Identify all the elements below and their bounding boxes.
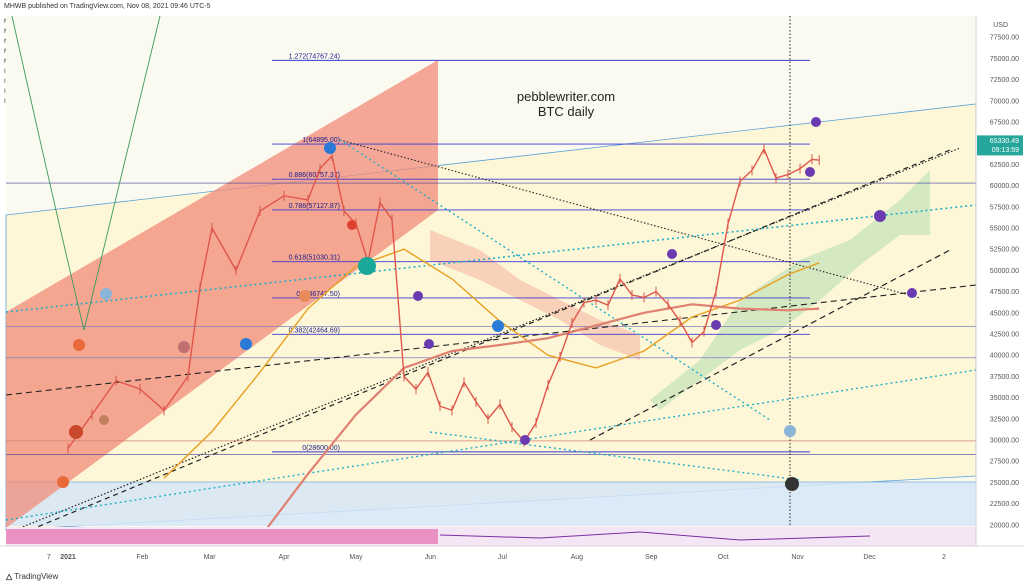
chart-title-watermark: pebblewriter.com [517,89,615,104]
price-axis-tick: 57500.00 [990,204,1019,211]
marker-dot [358,257,376,275]
trend-line [5,284,977,396]
fib-level-label: 0.382(42464.69) [289,327,340,334]
trend-line [429,431,801,481]
chart-subtitle-watermark: BTC daily [538,104,595,119]
marker-dot [907,288,917,298]
time-axis-tick: Feb [136,554,148,561]
time-axis-tick: Oct [718,554,729,561]
price-axis-tick: 67500.00 [990,120,1019,127]
price-axis-tick: 55000.00 [990,226,1019,233]
price-axis-tick: 50000.00 [990,268,1019,275]
fib-level-label: 0(28600.00) [302,445,340,452]
marker-dot [299,290,311,302]
marker-dot [520,435,530,445]
price-axis-tick: 70000.00 [990,98,1019,105]
time-axis-tick: Mar [204,554,217,561]
fib-level-label: 0.886(60757.37) [289,172,340,179]
tradingview-footer[interactable]: △ TradingView [6,572,58,581]
marker-dot [69,425,83,439]
fib-level-label: 0.618(51030.31) [289,255,340,262]
tradingview-logo-icon: △ [6,572,13,581]
price-axis-tick: 75000.00 [990,56,1019,63]
tradingview-brand: TradingView [14,572,59,581]
time-axis-tick: Jul [498,554,507,561]
marker-dot [413,291,423,301]
last-price-value: 65330.49 [990,138,1019,145]
price-axis-tick: 42500.00 [990,332,1019,339]
fib-level-label: 1.272(74767.24) [289,53,340,60]
price-axis-tick: 40000.00 [990,353,1019,360]
price-axis-tick: 30000.00 [990,438,1019,445]
last-price-tag [977,135,1023,156]
last-price-countdown: 09:13:59 [992,147,1019,154]
marker-dot [492,320,504,332]
marker-dot [100,288,112,300]
marker-dot [57,476,69,488]
marker-dot [667,249,677,259]
trend-line [5,369,977,521]
fib-level-label: 1(64895.00) [302,137,340,144]
price-axis-background [976,16,1024,546]
marker-dot [240,338,252,350]
marker-dot [178,341,190,353]
price-axis-tick: 72500.00 [990,77,1019,84]
time-axis-tick: Apr [279,554,291,561]
price-axis-tick: 25000.00 [990,480,1019,487]
price-axis-tick: 20000.00 [990,522,1019,529]
ma-line [259,303,820,539]
price-axis-tick: 60000.00 [990,183,1019,190]
oscillator-fill [6,529,438,544]
lower-blue-zone [6,482,976,526]
time-axis-tick: Jun [425,554,436,561]
price-axis-tick: 77500.00 [990,35,1019,42]
price-axis-tick: 52500.00 [990,247,1019,254]
marker-dot [805,167,815,177]
time-axis-tick: 7 [47,554,51,561]
trend-line [29,149,951,531]
marker-dot [874,210,886,222]
price-axis-currency: USD [993,22,1008,29]
price-axis-tick: 47500.00 [990,289,1019,296]
price-axis-tick: 27500.00 [990,459,1019,466]
trend-line [339,139,921,299]
price-axis-tick: 22500.00 [990,501,1019,508]
rising-channel-red [6,60,438,528]
marker-dot [324,142,336,154]
trend-line [589,249,951,441]
marker-dot [711,320,721,330]
time-axis-tick: Dec [863,554,876,561]
time-axis-tick: 2 [942,554,946,561]
btc-chart[interactable]: 1.272(74767.24) 1(64895.00) 0.886(60757.37… [0,0,1024,570]
trend-line [9,147,961,533]
publish-header: MHWB published on TradingView.com, Nov 0… [4,3,211,10]
oscillator-line [439,531,871,541]
time-axis-tick: May [349,554,363,561]
trend-line [339,139,771,421]
time-axis-tick: Aug [571,554,584,561]
time-axis-tick: Nov [791,554,804,561]
marker-dot [73,339,85,351]
price-axis-tick: 62500.00 [990,162,1019,169]
fib-level-label: 0.5(46747.50) [296,291,340,298]
time-axis-tick: Sep [645,554,658,561]
time-axis-tick: 2021 [60,554,76,561]
price-axis-tick: 35000.00 [990,395,1019,402]
marker-dot [424,339,434,349]
marker-dot [99,415,109,425]
marker-dot [347,220,357,230]
marker-dot [785,477,799,491]
green-arc [11,15,161,331]
price-axis-tick: 37500.00 [990,374,1019,381]
price-axis-tick: 32500.00 [990,416,1019,423]
marker-dot [811,117,821,127]
marker-dot [784,425,796,437]
price-axis-tick: 45000.00 [990,310,1019,317]
fib-level-label: 0.786(57127.87) [289,203,340,210]
